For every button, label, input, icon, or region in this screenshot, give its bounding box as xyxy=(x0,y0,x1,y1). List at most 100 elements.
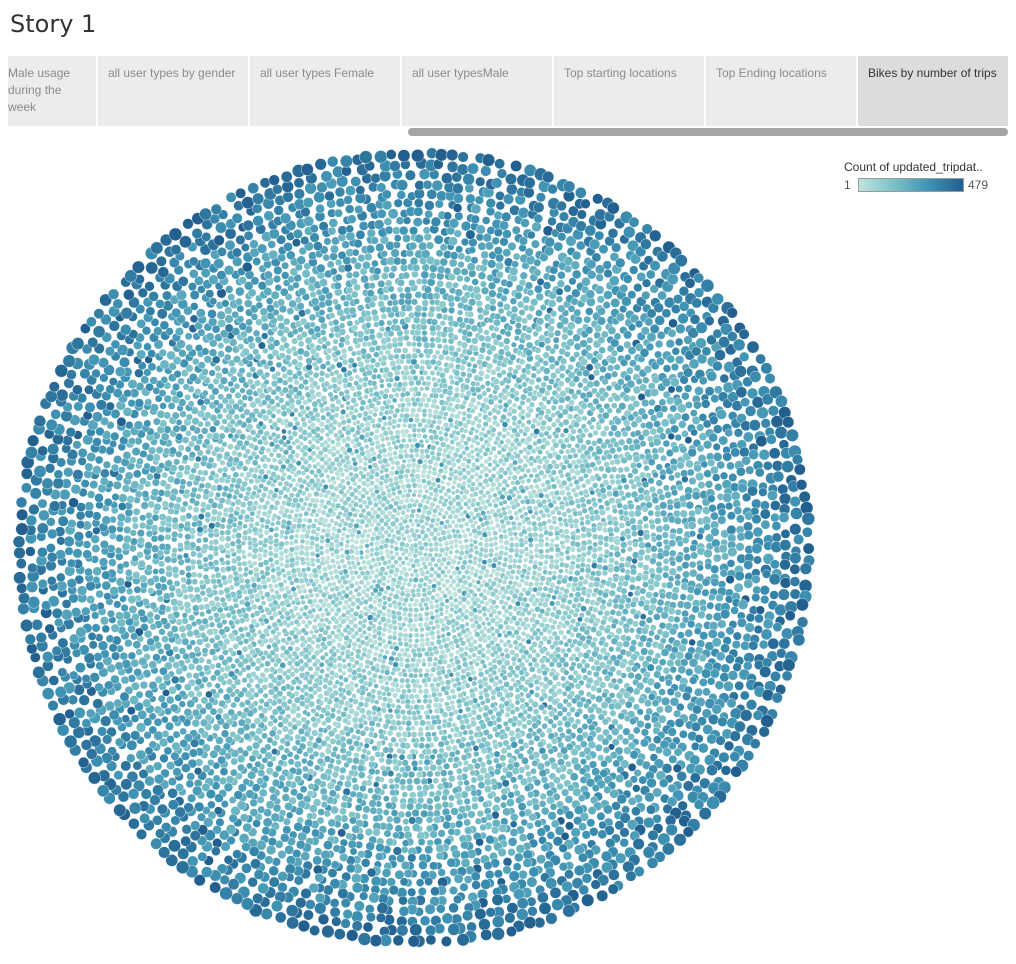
bike-bubble[interactable] xyxy=(414,412,420,419)
bike-bubble[interactable] xyxy=(524,363,532,371)
bike-bubble[interactable] xyxy=(236,419,243,426)
bike-bubble[interactable] xyxy=(542,473,548,480)
bike-bubble[interactable] xyxy=(437,658,444,666)
bike-bubble[interactable] xyxy=(345,554,352,561)
bike-bubble[interactable] xyxy=(461,517,466,523)
bike-bubble[interactable] xyxy=(384,669,391,676)
bike-bubble[interactable] xyxy=(434,324,442,332)
bike-bubble[interactable] xyxy=(372,656,378,662)
bike-bubble[interactable] xyxy=(311,624,318,631)
bike-bubble[interactable] xyxy=(591,552,598,560)
bike-bubble[interactable] xyxy=(294,733,302,741)
bike-bubble[interactable] xyxy=(303,545,310,552)
bike-bubble[interactable] xyxy=(384,649,390,655)
bike-bubble[interactable] xyxy=(212,642,220,650)
bike-bubble[interactable] xyxy=(280,644,287,651)
bike-bubble[interactable] xyxy=(374,540,380,547)
bike-bubble[interactable] xyxy=(247,569,254,576)
bike-bubble[interactable] xyxy=(438,467,444,474)
bike-bubble[interactable] xyxy=(441,474,448,481)
bike-bubble[interactable] xyxy=(528,461,534,467)
bike-bubble[interactable] xyxy=(474,725,482,732)
bike-bubble[interactable] xyxy=(517,558,523,564)
bike-bubble[interactable] xyxy=(604,466,612,474)
bike-bubble[interactable] xyxy=(353,495,359,501)
bike-bubble[interactable] xyxy=(288,534,295,541)
bike-bubble[interactable] xyxy=(575,503,582,509)
bike-bubble[interactable] xyxy=(431,625,436,631)
bike-bubble[interactable] xyxy=(456,560,462,566)
bike-bubble[interactable] xyxy=(324,537,331,544)
bike-bubble[interactable] xyxy=(432,526,439,533)
bike-bubble[interactable] xyxy=(443,491,449,497)
bike-bubble[interactable] xyxy=(452,435,459,442)
bike-bubble[interactable] xyxy=(342,579,349,586)
bike-bubble[interactable] xyxy=(333,432,339,438)
bike-bubble[interactable] xyxy=(316,622,323,629)
bike-bubble[interactable] xyxy=(566,614,572,620)
bike-bubble[interactable] xyxy=(259,523,266,529)
bike-bubble[interactable] xyxy=(347,345,354,352)
bike-bubble[interactable] xyxy=(293,618,300,625)
bike-bubble[interactable] xyxy=(518,548,525,555)
bike-bubble[interactable] xyxy=(325,666,332,673)
bike-bubble[interactable] xyxy=(381,604,387,611)
bike-bubble[interactable] xyxy=(501,561,508,568)
bike-bubble[interactable] xyxy=(467,517,474,524)
bike-bubble[interactable] xyxy=(572,576,579,583)
bike-bubble[interactable] xyxy=(308,629,315,635)
bike-bubble[interactable] xyxy=(569,447,577,454)
bike-bubble[interactable] xyxy=(327,391,334,398)
bike-bubble[interactable] xyxy=(312,371,320,379)
bike-bubble[interactable] xyxy=(434,598,440,604)
bike-bubble[interactable] xyxy=(615,478,622,486)
bike-bubble[interactable] xyxy=(461,474,468,481)
bike-bubble[interactable] xyxy=(443,739,450,746)
bike-bubble[interactable] xyxy=(347,375,355,382)
bike-bubble[interactable] xyxy=(360,347,367,355)
bike-bubble[interactable] xyxy=(448,583,454,589)
bike-bubble[interactable] xyxy=(465,599,471,606)
bike-bubble[interactable] xyxy=(314,426,321,433)
bike-bubble[interactable] xyxy=(257,638,263,645)
bike-bubble[interactable] xyxy=(358,609,365,615)
bike-bubble[interactable] xyxy=(308,478,316,485)
bike-bubble[interactable] xyxy=(266,386,273,393)
bike-bubble[interactable] xyxy=(558,639,564,646)
bike-bubble[interactable] xyxy=(507,470,514,476)
bike-bubble[interactable] xyxy=(394,375,401,382)
bike-bubble[interactable] xyxy=(439,601,446,608)
bike-bubble[interactable] xyxy=(535,376,542,383)
bike-bubble[interactable] xyxy=(340,505,346,511)
bike-bubble[interactable] xyxy=(356,574,362,580)
bike-bubble[interactable] xyxy=(512,639,519,646)
bike-bubble[interactable] xyxy=(367,409,374,416)
bike-bubble[interactable] xyxy=(372,606,378,612)
bike-bubble[interactable] xyxy=(421,408,428,414)
bike-bubble[interactable] xyxy=(319,498,325,505)
bike-bubble[interactable] xyxy=(218,589,225,596)
bike-bubble[interactable] xyxy=(448,549,454,555)
bike-bubble[interactable] xyxy=(448,672,454,678)
bike-bubble[interactable] xyxy=(602,641,609,648)
bike-bubble[interactable] xyxy=(424,640,431,647)
bike-bubble[interactable] xyxy=(498,473,504,480)
bike-bubble[interactable] xyxy=(435,758,443,766)
bike-bubble[interactable] xyxy=(439,372,446,379)
bike-bubble[interactable] xyxy=(218,654,225,661)
bike-bubble[interactable] xyxy=(299,538,306,544)
bike-bubble[interactable] xyxy=(517,457,524,465)
bike-bubble[interactable] xyxy=(274,394,281,401)
bike-bubble[interactable] xyxy=(589,489,596,496)
bike-bubble[interactable] xyxy=(258,483,265,489)
bike-bubble[interactable] xyxy=(295,685,301,691)
bike-bubble[interactable] xyxy=(409,512,415,519)
bike-bubble[interactable] xyxy=(367,527,373,534)
bike-bubble[interactable] xyxy=(395,364,402,371)
bike-bubble[interactable] xyxy=(572,677,579,684)
bike-bubble[interactable] xyxy=(616,484,623,491)
bike-bubble[interactable] xyxy=(389,470,395,477)
bike-bubble[interactable] xyxy=(558,449,565,455)
bike-bubble[interactable] xyxy=(604,505,611,512)
story-point-bikes-by-trips[interactable]: Bikes by number of trips xyxy=(858,56,1008,126)
